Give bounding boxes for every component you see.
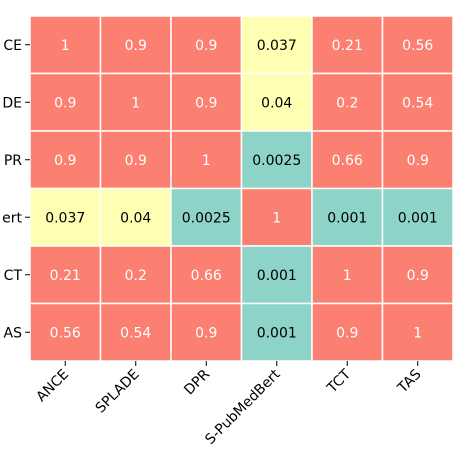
- cell-label-r1-c5: 0.54: [402, 95, 433, 111]
- x-tick-label-2: DPR: [181, 366, 213, 398]
- x-tick-label-1: SPLADE: [93, 367, 143, 417]
- heatmap-cell-r3-c0: [29, 187, 102, 247]
- cell-label-r3-c2: 0.0025: [182, 210, 231, 226]
- cell-label-r2-c2: 1: [202, 153, 211, 169]
- cell-label-r0-c0: 1: [61, 38, 70, 54]
- cell-label-r1-c4: 0.2: [336, 95, 358, 111]
- cell-label-r1-c0: 0.9: [54, 95, 76, 111]
- cell-label-r4-c0: 0.21: [50, 268, 81, 284]
- heatmap-cell-r1-c5: [381, 72, 454, 132]
- heatmap-cell-r3-c3: [240, 187, 313, 247]
- cell-label-r0-c5: 0.56: [402, 38, 433, 54]
- y-axis: CE DE PR ert CT AS: [2, 38, 30, 341]
- y-tick-label-2: PR: [4, 153, 22, 169]
- heatmap-cell-r2-c1: [99, 130, 172, 190]
- cell-label-r1-c3: 0.04: [261, 95, 292, 111]
- heatmap-cell-r5-c0: [29, 302, 102, 362]
- cell-label-r0-c3: 0.037: [257, 38, 297, 54]
- heatmap-cell-r0-c1: [99, 15, 172, 75]
- cell-label-r3-c3: 1: [272, 210, 281, 226]
- cell-label-r1-c1: 1: [131, 95, 140, 111]
- y-tick-label-5: AS: [4, 325, 23, 341]
- heatmap-cell-r4-c4: [311, 245, 384, 305]
- heatmap-cells: [29, 15, 454, 362]
- heatmap-cell-r2-c5: [381, 130, 454, 190]
- heatmap-cell-r3-c5: [381, 187, 454, 247]
- heatmap-cell-r4-c5: [381, 245, 454, 305]
- cell-label-r5-c2: 0.9: [195, 325, 217, 341]
- heatmap-cell-r3-c4: [311, 187, 384, 247]
- cell-label-r3-c4: 0.001: [327, 210, 367, 226]
- cell-label-r4-c3: 0.001: [257, 268, 297, 284]
- heatmap-cell-r0-c5: [381, 15, 454, 75]
- heatmap-cell-r4-c3: [240, 245, 313, 305]
- cell-label-r5-c3: 0.001: [257, 325, 297, 341]
- heatmap-cell-r2-c4: [311, 130, 384, 190]
- heatmap-cell-r1-c1: [99, 72, 172, 132]
- cell-label-r5-c0: 0.56: [50, 325, 81, 341]
- cell-label-r2-c3: 0.0025: [252, 153, 301, 169]
- cell-label-r4-c2: 0.66: [191, 268, 222, 284]
- y-tick-label-4: CT: [4, 268, 23, 284]
- heatmap-cell-r3-c2: [170, 187, 243, 247]
- y-tick-label-3: ert: [2, 210, 22, 226]
- cell-label-r0-c4: 0.21: [332, 38, 363, 54]
- cell-label-r1-c2: 0.9: [195, 95, 217, 111]
- x-tick-label-4: TCT: [324, 366, 355, 397]
- x-tick-label-3: S-PubMedBert: [202, 366, 284, 448]
- cell-label-r3-c5: 0.001: [398, 210, 438, 226]
- heatmap-cell-r5-c5: [381, 302, 454, 362]
- y-tick-label-1: DE: [2, 95, 22, 111]
- heatmap-cell-r4-c2: [170, 245, 243, 305]
- cell-label-r5-c4: 0.9: [336, 325, 358, 341]
- cell-label-r2-c4: 0.66: [332, 153, 363, 169]
- heatmap-cell-r3-c1: [99, 187, 172, 247]
- heatmap-cell-labels: 1 0.9 0.9 0.037 0.21 0.560.9 1 0.9 0.04 0.2 0.540.…: [45, 38, 438, 342]
- y-tick-label-0: CE: [3, 38, 22, 54]
- cell-label-r0-c2: 0.9: [195, 38, 217, 54]
- cell-label-r4-c4: 1: [343, 268, 352, 284]
- cell-label-r3-c0: 0.037: [45, 210, 85, 226]
- cell-label-r2-c5: 0.9: [407, 153, 429, 169]
- cell-label-r5-c1: 0.54: [120, 325, 151, 341]
- cell-label-r4-c1: 0.2: [125, 268, 147, 284]
- cell-label-r2-c1: 0.9: [125, 153, 147, 169]
- cell-label-r3-c1: 0.04: [120, 210, 151, 226]
- x-tick-label-0: ANCE: [33, 367, 72, 406]
- heatmap-cell-r1-c3: [240, 72, 313, 132]
- heatmap-cell-r2-c3: [240, 130, 313, 190]
- x-tick-label-5: TAS: [394, 366, 424, 396]
- cell-label-r5-c5: 1: [413, 325, 422, 341]
- cell-label-r4-c5: 0.9: [407, 268, 429, 284]
- cell-label-r0-c1: 0.9: [125, 38, 147, 54]
- cell-label-r2-c0: 0.9: [54, 153, 76, 169]
